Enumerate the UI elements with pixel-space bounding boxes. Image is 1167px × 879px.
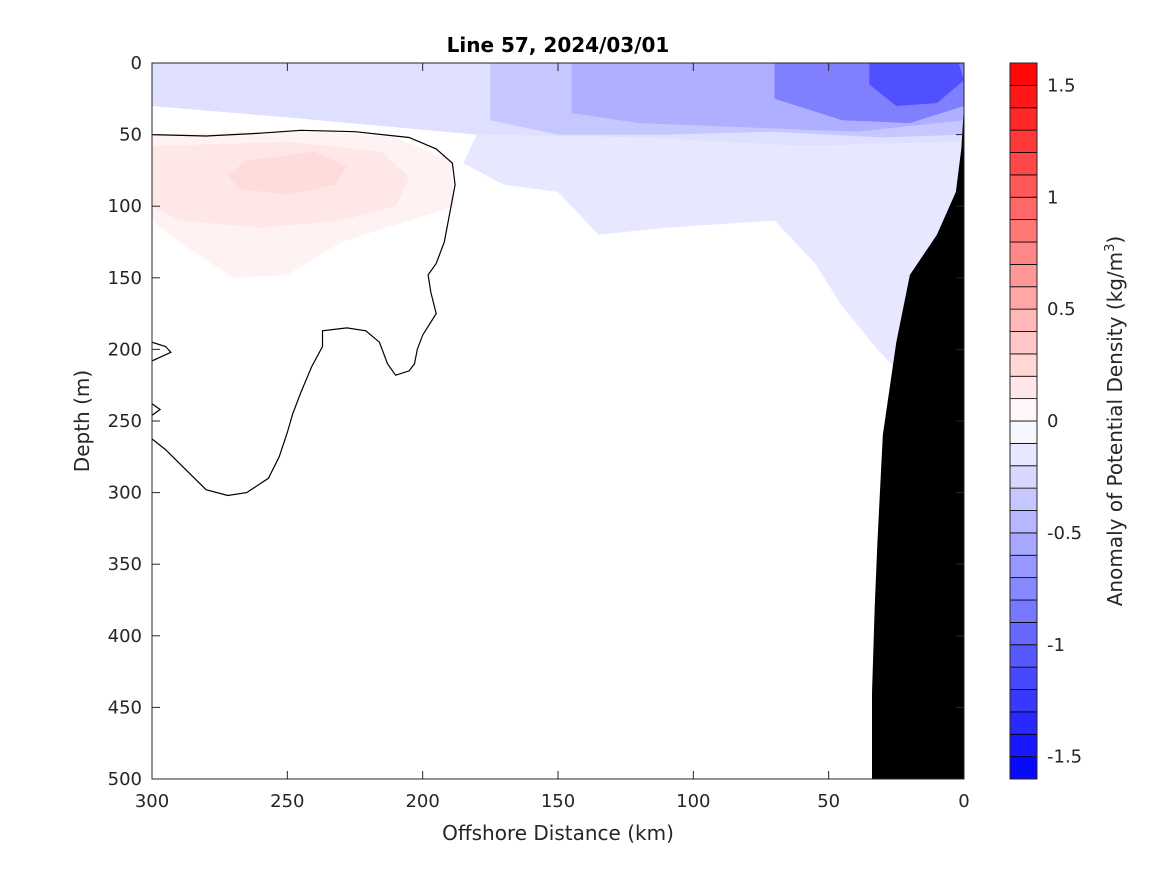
colorbar-segment <box>1009 756 1038 780</box>
zero-contour-line <box>152 129 456 497</box>
colorbar-segment <box>1009 465 1038 489</box>
colorbar-segment <box>1009 196 1038 221</box>
x-axis-title: Offshore Distance (km) <box>442 821 674 845</box>
colorbar-tick-label: 0.5 <box>1047 299 1076 320</box>
y-tick-label: 0 <box>131 53 142 74</box>
colorbar-segment <box>1009 129 1038 153</box>
colorbar-segment <box>1009 510 1038 534</box>
colorbar-segment <box>1009 84 1038 109</box>
colorbar-title: Anomaly of Potential Density (kg/m3) <box>1103 236 1127 606</box>
y-tick-label: 450 <box>108 697 142 718</box>
region-positive-anomaly-core <box>227 151 347 195</box>
colorbar-tick-label: 1 <box>1047 187 1058 208</box>
colorbar-segment <box>1009 353 1038 377</box>
colorbar: 1.5 1 0.5 0 -0.5 -1 -1.5 <box>1009 62 1082 780</box>
colorbar-segment <box>1009 375 1038 400</box>
colorbar-segment <box>1009 174 1038 198</box>
y-tick-label: 250 <box>108 411 142 432</box>
y-tick-label: 50 <box>119 125 142 146</box>
colorbar-tick-label: 0 <box>1047 411 1058 432</box>
colorbar-segment <box>1009 532 1038 556</box>
y-axis-title: Depth (m) <box>70 370 94 472</box>
colorbar-segment <box>1009 420 1038 444</box>
colorbar-segment <box>1009 219 1038 243</box>
colorbar-segment <box>1009 689 1038 713</box>
y-tick-label: 150 <box>108 268 142 289</box>
bathymetry-layer <box>872 106 964 779</box>
colorbar-tick-label: -1.5 <box>1047 747 1082 768</box>
colorbar-segment <box>1009 263 1038 288</box>
colorbar-title-close: ) <box>1103 236 1127 244</box>
zero-contour-line <box>152 341 172 362</box>
colorbar-tick-label: 1.5 <box>1047 75 1076 96</box>
colorbar-segment <box>1009 398 1038 422</box>
colorbar-segment <box>1009 331 1038 355</box>
bathymetry-seafloor <box>872 106 964 779</box>
colorbar-segment <box>1009 487 1038 511</box>
colorbar-segment <box>1009 666 1038 690</box>
x-tick-label: 300 <box>135 791 169 812</box>
colorbar-segment <box>1009 442 1038 467</box>
x-tick-label: 250 <box>270 791 304 812</box>
anomaly-fill-layer <box>152 63 964 378</box>
y-tick-label: 400 <box>108 626 142 647</box>
colorbar-segment <box>1009 733 1038 758</box>
axes: 300 250 200 150 100 50 00501001502002503003504… <box>108 53 970 812</box>
colorbar-segment <box>1009 152 1038 176</box>
colorbar-tick-label: -1 <box>1047 635 1065 656</box>
colorbar-segment <box>1009 308 1038 332</box>
x-tick-label: 150 <box>541 791 575 812</box>
chart-title: Line 57, 2024/03/01 <box>447 33 670 57</box>
colorbar-segment <box>1009 241 1038 265</box>
y-tick-label: 300 <box>108 483 142 504</box>
colorbar-segment <box>1009 711 1038 735</box>
colorbar-segment <box>1009 554 1038 579</box>
colorbar-tick-label: -0.5 <box>1047 523 1082 544</box>
colorbar-segment <box>1009 286 1038 310</box>
colorbar-title-main: Anomaly of Potential Density (kg/m <box>1103 252 1127 606</box>
colorbar-segment <box>1009 62 1038 86</box>
y-tick-label: 200 <box>108 339 142 360</box>
x-tick-label: 200 <box>405 791 439 812</box>
y-tick-label: 500 <box>108 769 142 790</box>
x-tick-label: 50 <box>817 791 840 812</box>
colorbar-segment <box>1009 107 1038 131</box>
zero-contour-line <box>152 403 162 416</box>
y-tick-label: 100 <box>108 196 142 217</box>
x-tick-label: 0 <box>958 791 969 812</box>
x-tick-label: 100 <box>676 791 710 812</box>
colorbar-title-superscript: 3 <box>1103 244 1118 252</box>
region-blue-maximum <box>869 63 964 106</box>
colorbar-segment <box>1009 599 1038 623</box>
colorbar-segment <box>1009 644 1038 668</box>
zero-contour-layer <box>152 129 456 497</box>
colorbar-segment <box>1009 621 1038 646</box>
colorbar-segment <box>1009 577 1038 601</box>
region-shelf-blue-lower <box>463 134 964 378</box>
y-tick-label: 350 <box>108 554 142 575</box>
